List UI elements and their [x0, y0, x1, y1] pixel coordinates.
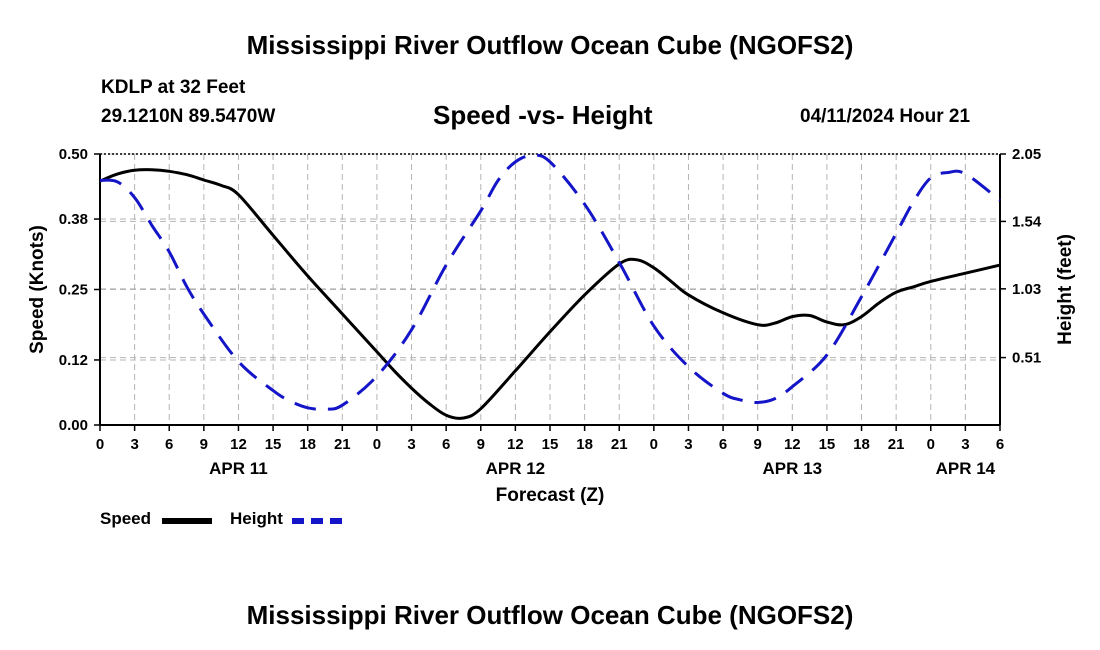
- date-label: APR 11: [209, 459, 268, 478]
- station-coordinates: 29.1210N 89.5470W: [101, 106, 276, 127]
- x-tick-label: 6: [996, 436, 1004, 453]
- date-label: APR 14: [936, 459, 996, 478]
- x-tick-label: 18: [576, 436, 593, 453]
- date-label: APR 12: [486, 459, 546, 478]
- x-tick-label: 0: [650, 436, 658, 453]
- x-tick-label: 6: [165, 436, 173, 453]
- x-tick-label: 9: [754, 436, 762, 453]
- x-tick-label: 3: [684, 436, 692, 453]
- x-axis-title: Forecast (Z): [496, 485, 605, 506]
- y-axis-title: Speed (Knots): [27, 225, 48, 354]
- y2-tick-label: 2.05: [1012, 146, 1041, 163]
- x-tick-label: 6: [719, 436, 727, 453]
- x-tick-label: 0: [927, 436, 935, 453]
- x-tick-label: 0: [373, 436, 381, 453]
- y-tick-label: 0.12: [59, 352, 88, 369]
- x-tick-label: 21: [888, 436, 905, 453]
- x-tick-label: 15: [819, 436, 836, 453]
- x-tick-label: 21: [611, 436, 628, 453]
- x-tick-label: 12: [230, 436, 247, 453]
- x-tick-label: 3: [407, 436, 415, 453]
- y-tick-label: 0.38: [59, 211, 88, 228]
- x-tick-label: 12: [507, 436, 524, 453]
- y2-tick-label: 1.03: [1012, 281, 1041, 298]
- chart-subtitle: Speed -vs- Height: [433, 100, 653, 130]
- x-tick-label: 3: [961, 436, 969, 453]
- legend-height-swatch: [292, 518, 342, 524]
- date-label: APR 13: [763, 459, 823, 478]
- x-tick-label: 9: [477, 436, 485, 453]
- y2-tick-label: 1.54: [1012, 213, 1042, 230]
- y2-axis-title: Height (feet): [1055, 234, 1076, 345]
- x-tick-label: 21: [334, 436, 351, 453]
- y-tick-label: 0.00: [59, 417, 88, 434]
- x-tick-label: 18: [299, 436, 316, 453]
- x-tick-label: 15: [265, 436, 282, 453]
- legend-speed-label: Speed: [100, 509, 152, 528]
- x-tick-label: 15: [542, 436, 559, 453]
- forecast-datetime: 04/11/2024 Hour 21: [800, 106, 971, 127]
- x-tick-label: 0: [96, 436, 104, 453]
- x-tick-label: 9: [200, 436, 208, 453]
- y2-tick-label: 0.51: [1012, 350, 1041, 367]
- legend-height-label: Height: [230, 509, 283, 528]
- series-line-speed: [99, 168, 1001, 420]
- y-tick-label: 0.25: [59, 282, 88, 299]
- series-line-height: [99, 153, 1001, 411]
- x-tick-label: 3: [130, 436, 138, 453]
- x-tick-label: 18: [853, 436, 870, 453]
- x-tick-label: 12: [784, 436, 801, 453]
- footer-title: Mississippi River Outflow Ocean Cube (NG…: [246, 600, 854, 630]
- station-label: KDLP at 32 Feet: [101, 77, 246, 98]
- page-title: Mississippi River Outflow Ocean Cube (NG…: [246, 30, 854, 60]
- x-tick-label: 6: [442, 436, 450, 453]
- legend-speed-swatch: [162, 518, 212, 524]
- y-tick-label: 0.50: [59, 146, 88, 163]
